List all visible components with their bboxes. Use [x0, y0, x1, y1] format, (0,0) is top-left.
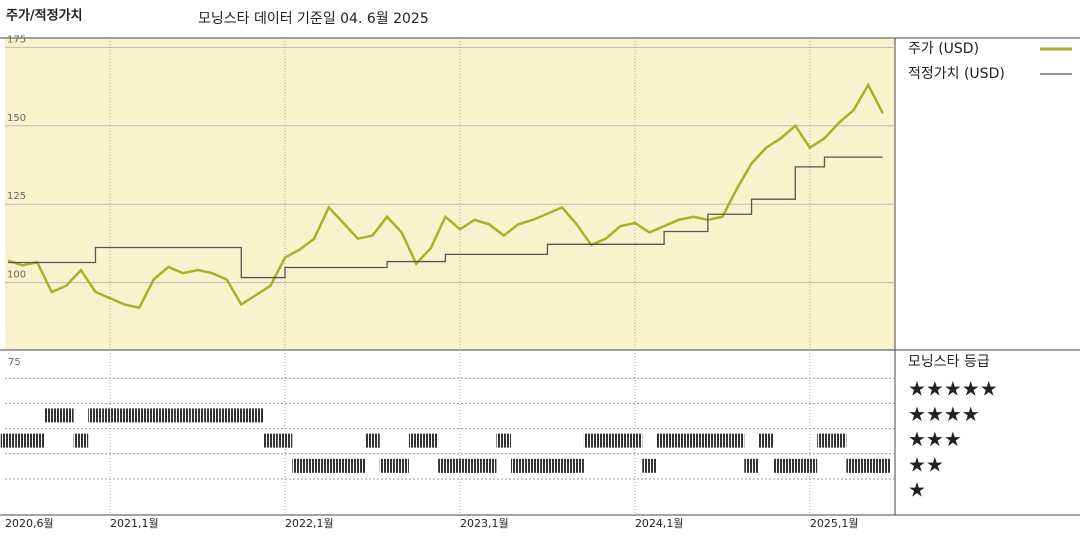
- rating-bar: [496, 433, 512, 448]
- series-line: [7, 82, 884, 310]
- rating-bar: [613, 433, 628, 448]
- rating-bar: [0, 433, 16, 448]
- rating-bar: [700, 433, 716, 448]
- rating-level-label: ★★: [908, 452, 944, 476]
- rating-bar: [161, 408, 176, 423]
- rating-bar: [117, 408, 132, 423]
- rating-bar: [817, 433, 832, 448]
- x-tick-label: 2020,6월: [5, 517, 54, 530]
- rating-bar: [802, 458, 818, 473]
- chart-title: 주가/적정가치: [6, 8, 83, 24]
- rating-bar: [350, 458, 366, 473]
- rating-bar: [204, 408, 220, 423]
- rating-bar: [190, 408, 205, 423]
- rating-bar: [423, 433, 439, 448]
- rating-bar: [511, 458, 526, 473]
- rating-bar: [671, 433, 686, 448]
- x-tick-label: 2021,1월: [110, 517, 159, 530]
- rating-bar: [715, 433, 730, 448]
- rating-bar: [481, 458, 497, 473]
- rating-bar: [540, 458, 555, 473]
- legend-label: 적정가치 (USD): [908, 66, 1005, 82]
- y-tick-label: 125: [7, 191, 26, 202]
- rating-bar: [438, 458, 453, 473]
- rating-bar: [15, 433, 30, 448]
- x-tick-label: 2024,1월: [635, 517, 684, 530]
- rating-bar: [394, 458, 409, 473]
- rating-bar: [773, 458, 789, 473]
- rating-bar: [263, 433, 278, 448]
- rating-level-label: ★★★: [908, 427, 962, 451]
- rating-level-label: ★: [908, 478, 926, 502]
- rating-bar: [467, 458, 482, 473]
- y-tick-label: 175: [7, 34, 26, 45]
- rating-bar: [248, 408, 264, 423]
- chart-subtitle: 모닝스타 데이터 기준일 04. 6월 2025: [198, 11, 429, 27]
- rating-bar: [59, 408, 74, 423]
- rating-bar: [788, 458, 803, 473]
- rating-bar: [146, 408, 162, 423]
- rating-bar: [306, 458, 322, 473]
- rating-bar: [627, 433, 643, 448]
- rating-bar: [758, 433, 774, 448]
- rating-bar: [831, 433, 847, 448]
- rating-bar: [554, 458, 570, 473]
- rating-bar: [321, 458, 337, 473]
- rating-bar: [569, 458, 584, 473]
- rating-bar: [365, 433, 380, 448]
- rating-bar: [88, 408, 103, 423]
- rating-bar: [846, 458, 861, 473]
- rating-level-label: ★★★★★: [908, 377, 998, 401]
- rating-bar: [744, 458, 759, 473]
- rating-title: 모닝스타 등급: [908, 354, 990, 370]
- x-tick-label: 2022,1월: [285, 517, 334, 530]
- rating-bar: [452, 458, 468, 473]
- rating-bar: [656, 433, 672, 448]
- rating-bar: [29, 433, 45, 448]
- rating-bar: [598, 433, 614, 448]
- panel-label: 75: [8, 357, 21, 368]
- x-tick-label: 2023,1월: [460, 517, 509, 530]
- rating-bar: [277, 433, 293, 448]
- rating-bar: [379, 458, 395, 473]
- rating-bar: [860, 458, 876, 473]
- rating-bar: [44, 408, 60, 423]
- rating-bar: [875, 458, 891, 473]
- x-tick-label: 2025,1월: [810, 517, 859, 530]
- rating-bar: [729, 433, 745, 448]
- rating-bar: [685, 433, 701, 448]
- legend-label: 주가 (USD): [908, 41, 979, 57]
- series-line: [8, 156, 883, 279]
- rating-bar: [219, 408, 234, 423]
- rating-bar: [642, 458, 657, 473]
- y-tick-label: 100: [7, 270, 26, 281]
- rating-bar: [408, 433, 424, 448]
- rating-bar: [102, 408, 118, 423]
- rating-bar: [583, 433, 599, 448]
- rating-bar: [233, 408, 249, 423]
- y-tick-label: 150: [7, 113, 26, 124]
- rating-bar: [73, 433, 89, 448]
- plot-background: [5, 38, 895, 350]
- rating-bar: [131, 408, 147, 423]
- rating-bar: [292, 458, 307, 473]
- rating-bar: [525, 458, 541, 473]
- rating-bar: [336, 458, 351, 473]
- rating-level-label: ★★★★: [908, 402, 980, 426]
- rating-bar: [175, 408, 191, 423]
